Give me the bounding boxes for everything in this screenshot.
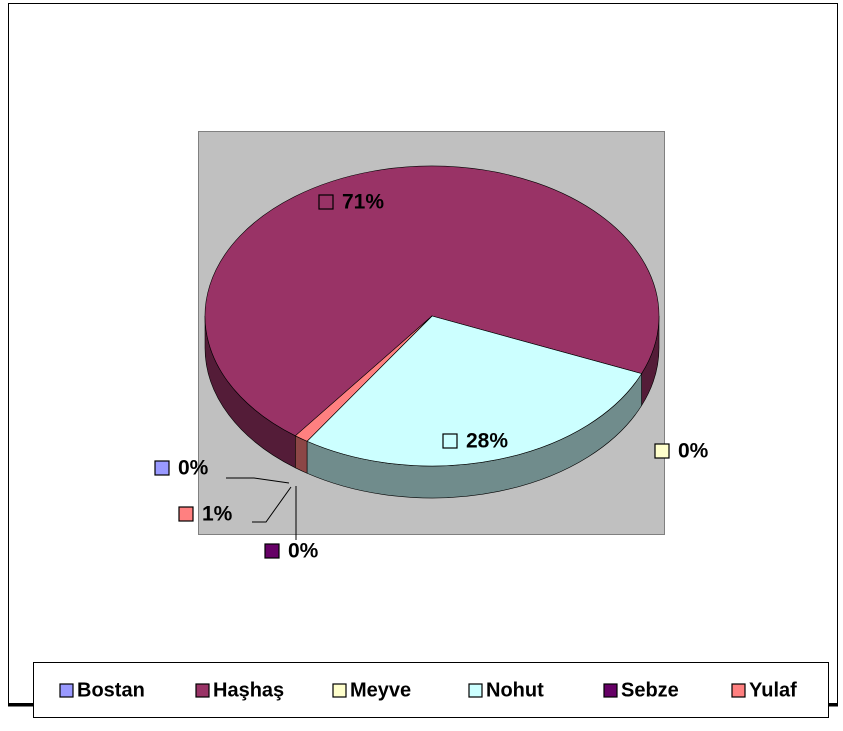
data-label: 0% xyxy=(678,440,709,463)
legend-label: Haşhaş xyxy=(213,679,284,701)
data-label: 28% xyxy=(466,430,508,453)
label-key xyxy=(654,443,670,459)
slice-side xyxy=(295,435,308,474)
leader-lines xyxy=(226,477,297,540)
data-label: 1% xyxy=(202,503,233,526)
leader-line xyxy=(252,486,292,523)
legend-key xyxy=(332,683,347,698)
legend-label: Bostan xyxy=(77,679,145,701)
legend-key xyxy=(195,683,210,698)
legend-key xyxy=(731,683,746,698)
legend: Bostan Haşhaş Meyve Nohut Sebze Yulaf xyxy=(59,679,797,701)
label-key xyxy=(264,543,280,559)
legend-label: Nohut xyxy=(486,679,544,701)
legend-label: Meyve xyxy=(350,679,411,701)
pie xyxy=(204,165,660,499)
legend-key xyxy=(468,683,483,698)
label-key xyxy=(318,194,334,210)
slice xyxy=(204,165,660,437)
data-label: 0% xyxy=(178,457,209,480)
legend-key xyxy=(59,683,74,698)
label-key xyxy=(154,460,170,476)
legend-key xyxy=(603,683,618,698)
legend-label: Sebze xyxy=(621,679,679,701)
slice xyxy=(294,315,433,442)
label-key xyxy=(442,433,458,449)
data-label: 71% xyxy=(342,191,384,214)
leader-line xyxy=(226,477,290,484)
legend-box xyxy=(33,662,829,718)
data-label: 0% xyxy=(288,540,319,563)
slice xyxy=(306,315,643,467)
label-key xyxy=(178,506,194,522)
data-labels: 0% 71% 0% 28% 0% 1% xyxy=(154,191,709,563)
legend-label: Yulaf xyxy=(749,679,797,701)
